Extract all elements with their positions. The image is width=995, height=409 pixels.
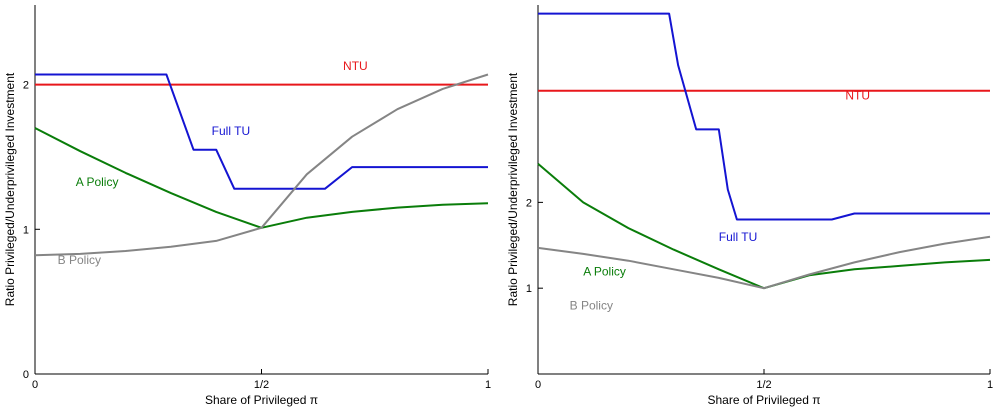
- y-tick-label: 2: [23, 80, 29, 92]
- y-axis-title: Ratio Privileged/Underprivileged Investm…: [506, 72, 520, 306]
- y-tick-label: 1: [526, 283, 532, 295]
- x-tick-label: 1: [987, 379, 993, 391]
- y-tick-label: 1: [23, 224, 29, 236]
- series-line-full-tu: [35, 73, 488, 190]
- series-label-a-policy: A Policy: [76, 175, 119, 189]
- series-line-b-policy: [34, 73, 489, 257]
- series-label-ntu: NTU: [343, 59, 368, 73]
- x-tick-label: 0: [535, 379, 541, 391]
- y-axis-title: Ratio Privileged/Underprivileged Investm…: [3, 72, 17, 306]
- x-tick-label: 1/2: [254, 379, 269, 391]
- series-line-full-tu: [538, 12, 990, 221]
- series-label-full-tu: Full TU: [719, 230, 757, 244]
- x-tick-label: 1: [485, 379, 491, 391]
- x-axis-title: Share of Privileged π: [205, 393, 318, 407]
- x-axis-title: Share of Privileged π: [707, 393, 820, 407]
- series-label-b-policy: B Policy: [58, 253, 101, 267]
- y-tick-label: 0: [23, 369, 29, 381]
- series-label-a-policy: A Policy: [583, 264, 626, 278]
- chart-panel-2: 0 1/2 1 1 2 Share of Privileged π Ratio Privil…: [506, 5, 993, 407]
- chart-panel-1: 0 1/2 1 0 1 2 Share of Privileged π Ratio Privi…: [3, 5, 491, 407]
- series-label-ntu: NTU: [845, 88, 870, 102]
- y-tick-label: 2: [526, 197, 532, 209]
- x-tick-label: 1/2: [756, 379, 771, 391]
- series-line-b-policy: [537, 235, 991, 290]
- series-label-full-tu: Full TU: [212, 124, 250, 138]
- x-tick-label: 0: [32, 379, 38, 391]
- series-label-b-policy: B Policy: [570, 299, 613, 313]
